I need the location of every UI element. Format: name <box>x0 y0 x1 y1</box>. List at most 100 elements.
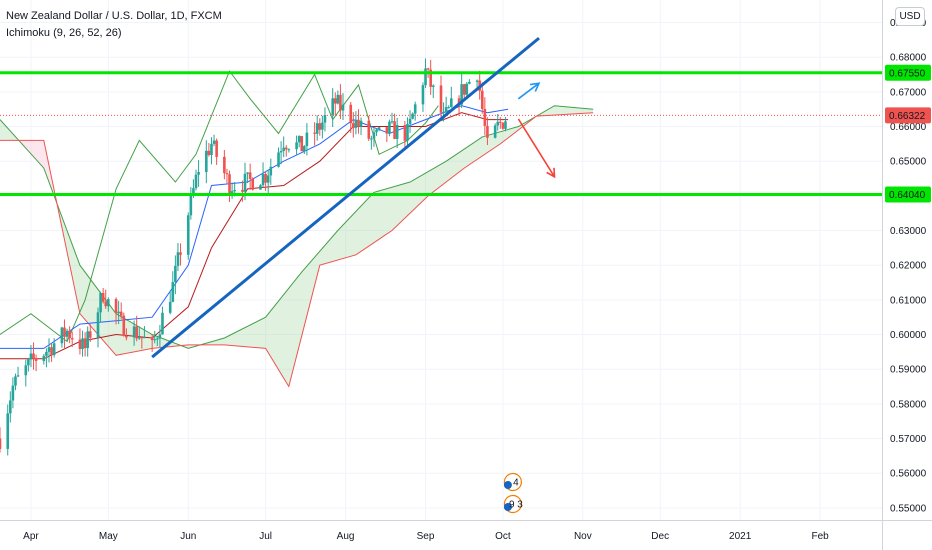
candle-body <box>375 129 378 133</box>
candle-body <box>475 80 479 82</box>
leading-span-b <box>0 112 594 388</box>
candle-body <box>354 119 358 128</box>
candle-body <box>264 173 267 183</box>
candle-body <box>439 85 443 113</box>
trend-line[interactable] <box>151 36 540 359</box>
candle-body <box>504 121 507 129</box>
candle-body <box>83 338 87 349</box>
candle-body <box>372 132 376 139</box>
flag-icon <box>503 503 512 511</box>
arrow-up[interactable] <box>517 82 540 100</box>
candle-body <box>228 174 231 196</box>
base-line <box>0 112 509 360</box>
candle-body <box>192 188 195 194</box>
candle-body <box>125 335 128 338</box>
candle-body <box>367 120 371 139</box>
candle-body <box>215 140 218 157</box>
candle-body <box>9 400 12 414</box>
price-tick-label: 0.57000 <box>890 434 927 445</box>
candle-body <box>282 147 285 151</box>
time-tick-label: Jul <box>259 531 272 542</box>
chart-legend: New Zealand Dollar / U.S. Dollar, 1D, FX… <box>6 8 222 42</box>
event-badge-label: 9 3 <box>509 500 523 511</box>
candle-body <box>486 125 489 138</box>
candle-body <box>300 136 304 152</box>
candle-body <box>339 94 342 111</box>
price-axis[interactable]: 0.690000.680000.670000.660000.650000.640… <box>882 0 932 550</box>
price-tick-label: 0.65000 <box>890 157 927 168</box>
candle-body <box>104 301 108 307</box>
price-label-level <box>885 186 931 203</box>
candle-body <box>483 108 487 126</box>
conversion-line <box>0 105 509 349</box>
price-tick-label: 0.59000 <box>890 365 927 376</box>
currency-button[interactable]: USD <box>895 7 925 26</box>
candle-body <box>444 107 448 112</box>
price-tick-label: 0.56000 <box>890 469 927 480</box>
candle-body <box>341 104 345 111</box>
candle-body <box>0 438 2 449</box>
event-badges[interactable]: 4 9 3 <box>503 472 523 514</box>
candle-body <box>442 111 445 113</box>
candle-body <box>259 185 262 190</box>
candle-body <box>153 339 157 341</box>
candle-body <box>137 337 141 339</box>
candle-body <box>96 312 100 338</box>
candle-body <box>388 121 391 134</box>
event-badge-label: 4 <box>513 478 519 489</box>
candle-body <box>205 150 208 173</box>
price-tick-label: 0.62000 <box>890 261 927 272</box>
candle-body <box>117 311 120 314</box>
candle-body <box>210 143 213 155</box>
time-tick-label: Jun <box>180 531 196 542</box>
candle-body <box>143 337 146 339</box>
candle-body <box>408 118 412 125</box>
symbol-title[interactable]: New Zealand Dollar / U.S. Dollar, 1D, FX… <box>6 10 222 22</box>
candle-body <box>465 83 469 95</box>
price-label-last <box>885 107 931 124</box>
drawings[interactable] <box>0 36 882 359</box>
candle-body <box>315 123 319 134</box>
time-tick-label: Dec <box>651 531 669 542</box>
time-tick-label: Nov <box>574 531 592 542</box>
candle-body <box>60 327 64 344</box>
candle-body <box>248 172 252 179</box>
time-axis[interactable]: Apr May Jun Jul Aug Sep Oct Nov Dec 2021 Feb <box>0 520 932 543</box>
cloud-segment <box>201 105 594 387</box>
time-tick-label: 2021 <box>729 531 752 542</box>
candle-body <box>158 334 162 339</box>
candle-body <box>318 123 322 130</box>
candle-body <box>393 121 396 139</box>
candle-body <box>385 127 389 134</box>
candle-body <box>357 119 360 127</box>
candle-body <box>269 166 273 176</box>
indicator-title[interactable]: Ichimoku (9, 26, 52, 26) <box>6 27 122 39</box>
candle-body <box>251 178 255 190</box>
price-tick-label: 0.58000 <box>890 399 927 410</box>
arrow-head-down <box>546 167 556 179</box>
candle-body <box>65 330 69 337</box>
candle-body <box>279 150 283 153</box>
candle-body <box>370 138 373 140</box>
candle-body <box>52 343 56 356</box>
candle-body <box>34 358 38 361</box>
candle-body <box>284 147 288 150</box>
price-tick-label: 0.68000 <box>890 53 927 64</box>
candle-body <box>47 347 51 352</box>
candle-body <box>132 326 136 338</box>
candle-body <box>207 150 211 155</box>
price-axis-bg[interactable] <box>882 0 932 550</box>
candle-body <box>493 125 497 138</box>
candle-body <box>501 122 505 129</box>
time-tick-label: May <box>99 531 118 542</box>
arrow-down[interactable] <box>517 118 556 178</box>
candle-body <box>223 156 226 174</box>
candle-body <box>359 120 363 127</box>
price-tick-label: 0.60000 <box>890 330 927 341</box>
candle-body <box>233 189 236 192</box>
candle-body <box>468 81 471 84</box>
candle-body <box>70 338 74 340</box>
candle-body <box>88 331 92 338</box>
candle-body <box>336 94 340 104</box>
